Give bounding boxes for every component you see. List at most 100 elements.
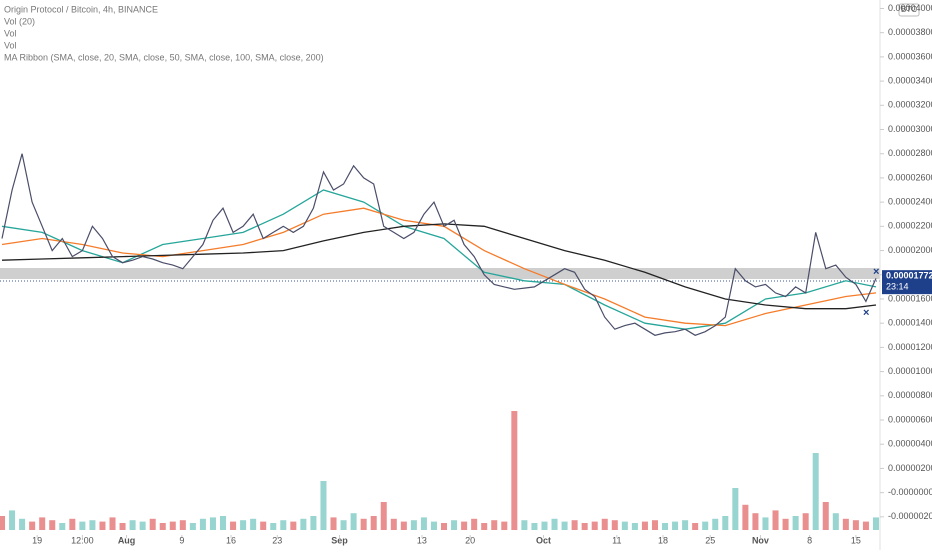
y-tick-label: 0.00000400: [888, 439, 932, 449]
x-tick-label: Nov: [752, 535, 769, 545]
volume-bar: [832, 513, 839, 530]
volume-bar: [782, 518, 789, 530]
volume-bar: [682, 520, 689, 530]
volume-bar: [441, 523, 448, 530]
volume-bar: [601, 518, 608, 530]
volume-bar: [742, 504, 749, 530]
y-tick-label: 0.00003000: [888, 124, 932, 134]
resistance-zone: [0, 268, 880, 279]
volume-bar: [280, 520, 287, 530]
volume-bar: [230, 521, 237, 530]
volume-bar: [89, 520, 96, 530]
volume-bar: [481, 523, 488, 530]
volume-bar: [400, 521, 407, 530]
volume-bar: [330, 517, 337, 530]
x-tick-label: 23: [272, 535, 282, 545]
y-tick-label: 0.00000800: [888, 390, 932, 400]
volume-bar: [430, 521, 437, 530]
volume-bar: [802, 513, 809, 530]
y-tick-label: 0.00003800: [888, 27, 932, 37]
volume-bar: [712, 518, 719, 530]
volume-bar: [320, 481, 327, 530]
indicator: MA Ribbon (SMA, close, 20, SMA, close, 5…: [4, 52, 324, 62]
y-tick-label: 0.00004000: [888, 3, 932, 13]
header: Origin Protocol / Bitcoin, 4h, BINANCE V…: [4, 4, 324, 62]
volume-bar: [260, 521, 267, 530]
volume-bar: [9, 510, 16, 530]
volume-bar: [471, 518, 478, 530]
x-tick-label: 11: [612, 535, 621, 545]
x-tick-label: 19: [32, 535, 42, 545]
volume-bar: [561, 521, 568, 530]
indicator: Vol (20): [4, 16, 35, 26]
volume-bar: [250, 518, 257, 530]
x-tick-label: 9: [179, 535, 184, 545]
y-tick-label: 0.00003400: [888, 75, 932, 85]
volume-bar: [199, 518, 206, 530]
volume-bar: [360, 518, 367, 530]
y-tick-label: 0.00003600: [888, 51, 932, 61]
volume-bar: [380, 502, 387, 530]
marker: ×: [873, 266, 879, 278]
volume-bar: [139, 521, 146, 530]
volume-bar: [672, 521, 679, 530]
volume-bar: [149, 518, 156, 530]
volume-bar: [812, 453, 819, 530]
volume-bar: [531, 523, 538, 530]
volume-bar: [762, 517, 769, 530]
y-tick-label: 0.00003200: [888, 100, 932, 110]
volume-bar: [772, 510, 779, 530]
volume-bar: [29, 521, 36, 530]
volume-bar: [129, 520, 136, 530]
volume-bar: [591, 521, 598, 530]
volume-bar: [551, 518, 558, 530]
currency-badge: [898, 3, 920, 17]
x-tick-label: 8: [807, 535, 812, 545]
volume-bar: [872, 517, 879, 530]
y-tick-label: 0.00002400: [888, 197, 932, 207]
y-tick-label: -0.00000200: [888, 511, 932, 521]
indicator: Vol: [4, 40, 17, 50]
volume-bar: [491, 520, 498, 530]
volume-bar: [109, 517, 116, 530]
volume-bar: [641, 521, 648, 530]
y-tick-label: 0.00001200: [888, 342, 932, 352]
volume-bar: [662, 523, 669, 530]
y-tick-label: -0.00000000: [888, 487, 932, 497]
marker: ×: [863, 307, 869, 319]
volume-bar: [631, 523, 638, 530]
volume-bar: [290, 521, 297, 530]
volume-bar: [581, 523, 588, 530]
y-tick-label: 0.00002800: [888, 148, 932, 158]
y-tick-label: 0.00002600: [888, 172, 932, 182]
x-tick-label: 13: [417, 535, 427, 545]
volume-bar: [220, 516, 227, 530]
volume-bar: [722, 516, 729, 530]
volume-bar: [852, 520, 859, 530]
volume-bar: [611, 520, 618, 530]
volume-bar: [702, 521, 709, 530]
volume-bar: [49, 520, 56, 530]
x-tick-label: 16: [226, 535, 236, 545]
price-line: [1, 153, 877, 336]
symbol-title: Origin Protocol / Bitcoin, 4h, BINANCE: [4, 4, 158, 14]
y-tick-label: 0.00000600: [888, 414, 932, 424]
volume-bar: [69, 518, 76, 530]
volume-bar: [521, 520, 528, 530]
x-tick-label: 18: [658, 535, 668, 545]
volume-bar: [451, 520, 458, 530]
volume-bar: [179, 520, 186, 530]
volume-bar: [39, 517, 46, 530]
moving-average: [1, 189, 877, 330]
volume-bar: [159, 523, 166, 530]
volume-bar: [792, 516, 799, 530]
volume-bar: [169, 521, 176, 530]
volume-bar: [541, 521, 548, 530]
volume-bar: [752, 513, 759, 530]
volume-bar: [571, 520, 578, 530]
volume-bar: [240, 520, 247, 530]
x-tick-label: Aug: [118, 535, 136, 545]
x-tick-label: Sep: [331, 535, 348, 545]
volume-bar: [189, 523, 196, 530]
